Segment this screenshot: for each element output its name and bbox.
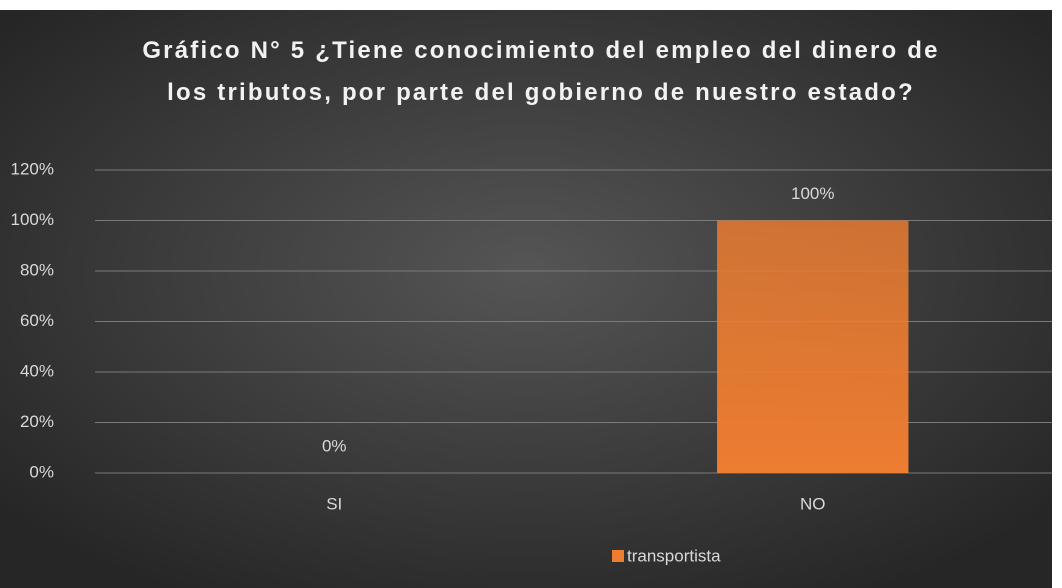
x-tick-label: NO — [800, 494, 826, 513]
y-tick-label: 0% — [29, 462, 54, 481]
y-tick-label: 100% — [11, 210, 54, 229]
x-tick-label: SI — [326, 494, 342, 513]
y-tick-label: 80% — [20, 260, 54, 279]
y-tick-label: 20% — [20, 412, 54, 431]
legend-swatch — [612, 550, 624, 562]
data-label: 0% — [322, 436, 347, 455]
chart-title: Gráfico N° 5 ¿Tiene conocimiento del emp… — [142, 37, 940, 106]
data-label: 100% — [791, 184, 834, 203]
y-tick-label: 120% — [11, 159, 54, 178]
bar — [717, 220, 909, 473]
y-tick-label: 40% — [20, 361, 54, 380]
legend-label: transportista — [627, 546, 721, 565]
y-tick-label: 60% — [20, 311, 54, 330]
